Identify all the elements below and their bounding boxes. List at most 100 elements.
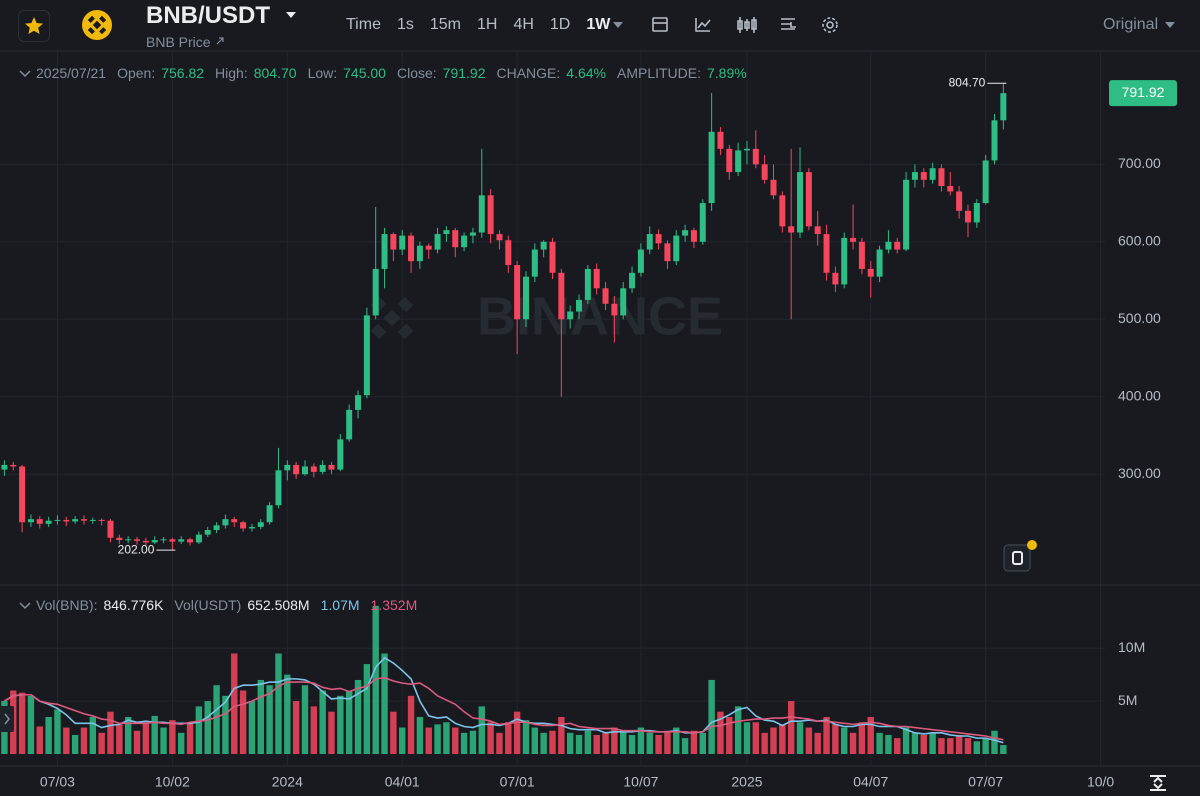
x-tick-label: 2025: [731, 774, 762, 790]
volume-bar: [796, 722, 804, 754]
candle-body: [717, 131, 724, 149]
y-tick-label: 300.00: [1118, 465, 1161, 481]
candle-body: [540, 241, 547, 250]
watermark: BINANCE: [477, 286, 723, 346]
volume-bar: [540, 732, 547, 754]
volume-bar: [284, 674, 291, 754]
candle-body: [187, 539, 194, 543]
candle-body: [416, 245, 423, 262]
volume-bar: [71, 734, 79, 754]
volume-bar: [752, 722, 760, 754]
volume-bar: [222, 695, 229, 754]
info-label: Close:: [396, 65, 437, 81]
volume-bar: [726, 716, 733, 754]
volume-bar: [876, 732, 883, 754]
volume-bar: [310, 706, 318, 754]
volume-bar: [80, 727, 88, 754]
interval-option[interactable]: 1H: [477, 16, 498, 33]
volume-bar: [275, 653, 282, 754]
view-select[interactable]: Original: [1103, 16, 1159, 33]
x-tick-label: 10/02: [155, 774, 190, 790]
volume-bar: [54, 709, 61, 754]
candle-body: [425, 245, 432, 250]
candle-body: [858, 241, 865, 269]
volume-bar: [337, 695, 344, 754]
volume-bar: [116, 724, 123, 754]
volume-bar: [363, 664, 371, 754]
text-layer: 300.00 400.00 500.00 600.00 700.00 5M 10M 07/03…: [40, 75, 1177, 790]
candle-body: [142, 540, 149, 543]
info-label: CHANGE:: [496, 65, 561, 81]
collapse-toggle[interactable]: [0, 706, 14, 732]
volume-bar: [593, 734, 600, 754]
volume-bar: [452, 727, 459, 754]
candle-body: [646, 234, 653, 250]
volume-bar: [708, 679, 715, 754]
interval-option[interactable]: 1s: [396, 16, 414, 33]
candle-body: [363, 315, 370, 396]
volume-bar: [239, 690, 247, 754]
ohlc-info: 2025/07/21 Open: 756.82 High: 804.70 Low: 745…: [18, 65, 758, 81]
candle-body: [45, 520, 52, 524]
candle-body: [629, 272, 636, 289]
candle-body: [240, 522, 247, 529]
candle-body: [10, 464, 17, 467]
volume-bar: [699, 732, 706, 754]
volume-bar: [248, 701, 256, 754]
candle-body: [584, 268, 591, 300]
volume-bar: [779, 724, 786, 754]
volume-bar: [664, 730, 671, 754]
volume-bar: [381, 653, 388, 754]
pair-caret[interactable]: [284, 8, 298, 22]
tool-icons[interactable]: [650, 14, 850, 36]
candle-body: [452, 230, 459, 248]
volume-bar: [531, 727, 539, 754]
y-tick-label: 400.00: [1118, 387, 1161, 403]
interval-option[interactable]: Time: [346, 16, 381, 33]
volume-bar: [947, 738, 954, 754]
volume-bar: [690, 730, 698, 754]
volume-bar: [345, 690, 353, 754]
volume-bar: [292, 701, 300, 754]
interval-caret[interactable]: [611, 20, 625, 32]
interval-option[interactable]: 4H: [513, 16, 534, 33]
x-tick-label: 04/01: [385, 774, 420, 790]
volume-bar: [513, 711, 521, 754]
interval-selected[interactable]: 1W: [586, 16, 611, 33]
link-arrow: [216, 37, 224, 45]
volume-bar: [266, 685, 273, 754]
pair-subtitle-link[interactable]: BNB Price: [146, 34, 226, 50]
view-caret[interactable]: [1163, 20, 1177, 32]
candle-body: [805, 172, 812, 227]
favorite-button[interactable]: [18, 10, 50, 42]
volume-caret[interactable]: [18, 598, 32, 612]
volume-bar: [955, 734, 963, 754]
candle-body: [355, 395, 362, 410]
candle-body: [346, 409, 353, 440]
volume-bar: [929, 732, 936, 754]
marks-layer: [1, 83, 1007, 754]
volume-bar: [734, 706, 742, 754]
candle-body: [89, 519, 96, 521]
volume-bar: [469, 730, 477, 754]
candle-body: [257, 522, 264, 527]
interval-option[interactable]: 15m: [429, 16, 461, 33]
candle-body: [620, 288, 627, 316]
candle-body: [284, 464, 291, 471]
info-value: 791.92: [442, 65, 486, 81]
candle-body: [275, 470, 282, 506]
candle-body: [920, 172, 927, 180]
fit-button[interactable]: [1150, 775, 1166, 791]
logo-badge[interactable]: [1003, 540, 1037, 572]
x-tick-label: 07/03: [40, 774, 75, 790]
candle-body: [134, 539, 141, 541]
candle-body: [549, 241, 556, 273]
info-caret[interactable]: [18, 66, 32, 80]
x-tick-label: 07/07: [968, 774, 1003, 790]
candle-body: [947, 186, 954, 192]
interval-option[interactable]: 1D: [549, 16, 571, 33]
volume-bar: [611, 727, 618, 754]
volume-bar: [195, 706, 203, 754]
candle-body: [867, 268, 874, 277]
